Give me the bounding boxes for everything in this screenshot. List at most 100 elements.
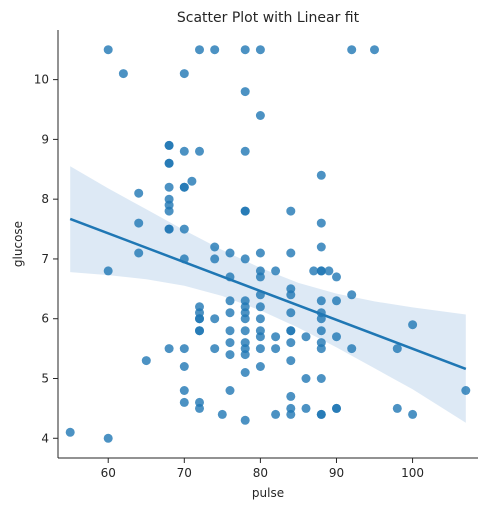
data-point [309, 266, 319, 276]
data-point [225, 350, 235, 360]
data-point [195, 326, 204, 336]
data-point [179, 182, 189, 192]
data-point [164, 158, 174, 168]
data-point [332, 272, 341, 282]
data-point [240, 368, 250, 377]
data-point [286, 356, 296, 366]
data-point [255, 344, 265, 354]
data-point [240, 87, 250, 97]
fit-line [69, 217, 467, 371]
data-point [240, 254, 250, 264]
data-point [179, 69, 189, 79]
data-point [103, 45, 113, 55]
data-point [271, 409, 281, 419]
data-point [316, 326, 326, 336]
data-point [240, 206, 250, 216]
data-point [301, 403, 311, 413]
data-point [225, 326, 235, 336]
data-point [316, 242, 326, 252]
data-point [255, 248, 265, 258]
data-point [195, 314, 204, 324]
data-point [271, 344, 281, 354]
axes-layer [57, 30, 478, 459]
data-point [347, 45, 357, 55]
x-tick-label: 100 [401, 466, 424, 480]
data-point [179, 344, 189, 354]
data-point [187, 176, 197, 186]
x-tick-label: 70 [177, 466, 192, 480]
data-point [271, 266, 281, 276]
data-point [225, 248, 235, 258]
data-point [370, 45, 379, 55]
data-point [286, 391, 296, 401]
y-tick-label: 8 [41, 192, 49, 206]
data-point [316, 218, 326, 228]
x-tick-label: 60 [101, 466, 116, 480]
data-point [255, 314, 265, 324]
data-point [240, 314, 250, 324]
data-point [286, 338, 296, 348]
data-point [316, 314, 326, 324]
data-point [195, 45, 204, 55]
data-point [225, 296, 235, 306]
y-axis-label: glucose [11, 221, 25, 267]
data-point [217, 409, 227, 419]
data-point [301, 374, 311, 383]
data-point [103, 266, 113, 276]
x-tick-label: 80 [253, 466, 268, 480]
data-point [255, 332, 265, 342]
data-point [225, 338, 235, 348]
data-point [286, 409, 296, 419]
chart-title: Scatter Plot with Linear fit [177, 10, 360, 26]
data-point [240, 326, 250, 336]
data-point [118, 69, 128, 79]
y-tick-label: 4 [41, 431, 49, 445]
data-point [286, 206, 296, 216]
x-ticks-layer: 60 70 80 90 100 [101, 458, 424, 480]
data-point [141, 356, 151, 366]
data-point [347, 344, 357, 354]
data-point [179, 362, 189, 371]
data-point [286, 308, 296, 318]
data-point [255, 302, 265, 312]
data-point [286, 290, 296, 300]
data-point [164, 224, 174, 234]
x-axis-label: pulse [252, 486, 284, 500]
data-point [65, 427, 75, 437]
data-point [195, 146, 204, 156]
data-point [134, 218, 144, 228]
points-layer [65, 45, 471, 443]
data-point [301, 332, 311, 342]
data-point [179, 146, 189, 156]
data-point [179, 397, 189, 407]
data-point [134, 248, 144, 258]
data-point [164, 344, 174, 354]
data-point [195, 403, 204, 413]
y-tick-label: 9 [41, 132, 49, 146]
data-point [164, 182, 174, 192]
data-point [324, 266, 334, 276]
data-point [179, 224, 189, 234]
data-point [240, 415, 250, 425]
data-point [316, 170, 326, 180]
data-point [332, 296, 341, 306]
y-ticks-layer: 4 5 6 7 8 9 10 [34, 73, 58, 445]
y-tick-label: 6 [41, 312, 49, 326]
data-point [164, 140, 174, 150]
data-point [408, 409, 418, 419]
data-point [179, 386, 189, 395]
data-point [240, 350, 250, 360]
y-tick-label: 7 [41, 252, 49, 266]
data-point [210, 344, 220, 354]
data-point [392, 403, 402, 413]
data-point [240, 45, 250, 55]
data-point [255, 111, 265, 120]
data-point [408, 320, 418, 330]
data-point [316, 296, 326, 306]
data-point [392, 344, 402, 354]
data-point [164, 206, 174, 216]
data-point [225, 386, 235, 395]
data-point [255, 45, 265, 55]
data-point [103, 433, 113, 443]
data-point [332, 332, 341, 342]
